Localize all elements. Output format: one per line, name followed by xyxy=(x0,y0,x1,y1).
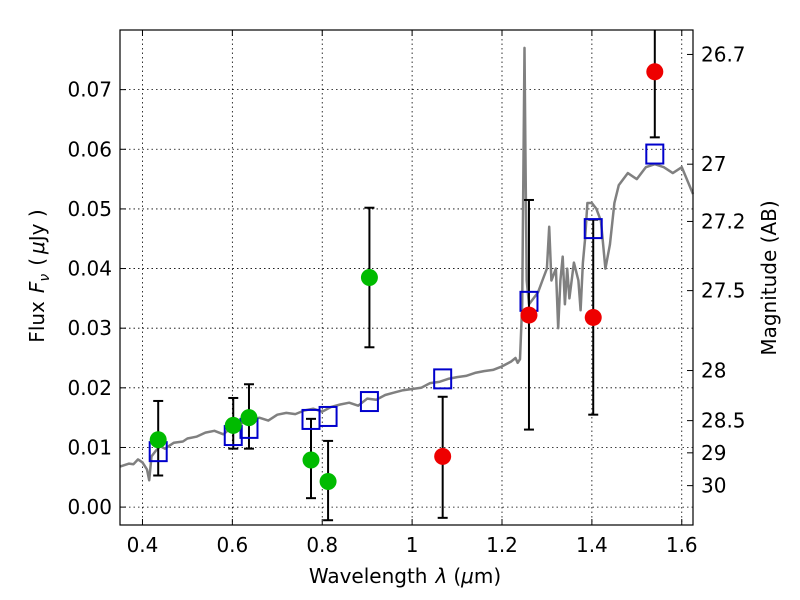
axis-ticks: 0.4 0.6 0.8 1 1.2 1.4 1.6 0.00 0.01 0.02 0.03 0.04 0… xyxy=(67,30,746,557)
x-tick-label: 0.4 xyxy=(127,533,159,557)
x-axis-title-unit-mu: μ xyxy=(460,564,474,588)
grid-lines xyxy=(120,30,693,525)
detection-point xyxy=(360,269,378,286)
x-axis-title: Wavelength λ (μm) xyxy=(309,564,501,588)
mag-tick-label: 30 xyxy=(701,474,726,498)
model-band-square xyxy=(318,405,338,427)
x-axis-title-symbol: λ xyxy=(434,564,447,588)
y-axis-title: Flux Fν ( μJy ) xyxy=(25,209,53,342)
y-tick-label: 0.00 xyxy=(67,495,112,519)
plot-frame xyxy=(119,29,694,526)
data-points xyxy=(149,63,664,490)
model-band-squares xyxy=(148,143,665,463)
mag-tick-label: 27.5 xyxy=(701,279,746,303)
x-tick-label: 1.4 xyxy=(576,533,608,557)
y-tick-label: 0.05 xyxy=(67,197,112,221)
y-axis-title-unit-mu: μ xyxy=(25,241,49,255)
y-axis-title-unit-rest: Jy ) xyxy=(25,209,49,243)
error-bars xyxy=(153,30,660,522)
y-axis-title-symbol: F xyxy=(25,281,49,293)
x-tick-label: 1.2 xyxy=(486,533,518,557)
detection-point xyxy=(319,472,337,490)
model-band-square xyxy=(359,391,379,413)
detection-point xyxy=(149,431,167,449)
nir-point xyxy=(646,63,664,81)
x-axis-title-text: Wavelength xyxy=(309,564,428,588)
mag-tick-label: 29 xyxy=(701,441,726,465)
y-tick-label: 0.06 xyxy=(67,137,112,161)
model-band-square xyxy=(583,218,603,240)
y-tick-label: 0.04 xyxy=(67,257,112,281)
y-tick-label: 0.03 xyxy=(67,316,112,340)
y-axis-title-sub: ν xyxy=(37,274,53,282)
x-tick-label: 0.8 xyxy=(306,533,338,557)
y-axis-title-unit-open: ( xyxy=(25,258,49,266)
mag-tick-label: 28 xyxy=(701,359,726,383)
y-axis-title-text: Flux xyxy=(25,301,49,343)
nir-point xyxy=(584,308,602,326)
x-tick-label: 1.6 xyxy=(666,533,698,557)
x-tick-label: 0.6 xyxy=(216,533,248,557)
mag-tick-label: 27.2 xyxy=(701,209,746,233)
x-axis-title-unit-rest: m) xyxy=(474,564,501,588)
mag-tick-label: 28.5 xyxy=(701,409,746,433)
nir-point xyxy=(434,447,452,465)
spectrum-line xyxy=(119,46,695,482)
model-band-square xyxy=(433,368,453,390)
y-tick-label: 0.01 xyxy=(67,435,112,459)
y-tick-label: 0.07 xyxy=(67,78,112,102)
mag-tick-label: 27 xyxy=(701,152,726,176)
detection-point xyxy=(240,409,258,427)
nir-point xyxy=(520,306,538,324)
detection-point xyxy=(302,451,320,469)
mag-tick-label: 26.7 xyxy=(701,42,746,66)
model-band-square xyxy=(645,143,665,165)
right-axis-title: Magnitude (AB) xyxy=(757,200,781,355)
x-tick-label: 1 xyxy=(406,533,419,557)
model-spectrum xyxy=(119,46,695,482)
y-tick-label: 0.02 xyxy=(67,376,112,400)
detection-point xyxy=(224,416,242,434)
x-axis-title-unit-open: ( xyxy=(453,564,461,588)
